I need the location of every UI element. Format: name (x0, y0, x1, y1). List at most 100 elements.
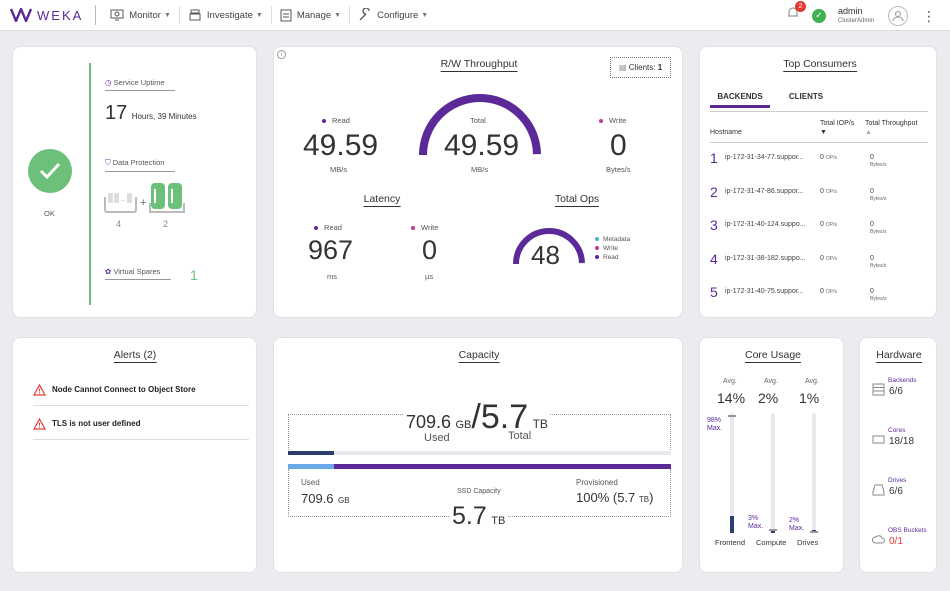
divider (95, 5, 97, 25)
header-divider (710, 142, 928, 143)
weka-logo[interactable]: WEKA (10, 8, 83, 23)
table-row[interactable]: 4 ip-172-31-38-182.suppo... 0 OP/s 0 Bytes/… (710, 251, 886, 269)
col-total-throughput[interactable]: Total Throughput ▲ (865, 120, 918, 136)
capacity-used-bar (288, 451, 671, 455)
ops-gauge (513, 228, 585, 265)
max-value: 2% Max. (789, 516, 805, 532)
clients-icon: ▤ (619, 63, 627, 72)
hardware-obs-label: OBS Buckets (888, 527, 927, 534)
latency-write-label: Write (411, 223, 438, 232)
drive-icon (872, 484, 885, 496)
hardware-obs-buckets[interactable]: OBS Buckets 0/1 (871, 527, 927, 548)
row-throughput: 0 Bytes/s (870, 221, 887, 235)
avg-value: 1% (799, 390, 820, 406)
throughput-read-unit: MB/s (330, 165, 348, 174)
data-drives-count: 4 (116, 219, 122, 229)
table-row[interactable]: 1 ip-172-31-34-77.suppor... 0 OP/s 0 Bytes/… (710, 150, 886, 168)
alerts-title: Alerts (2) (113, 349, 157, 363)
nav-investigate-label: Investigate (206, 9, 253, 21)
nav-investigate[interactable]: Investigate ▼ (180, 0, 271, 31)
clients-label: Clients: (628, 63, 656, 72)
alert-text: Node Cannot Connect to Object Store (52, 385, 196, 394)
sort-icon: ▲ (865, 129, 872, 136)
capacity-ssd-bar (288, 464, 671, 469)
ops-title: Total Ops (554, 193, 600, 207)
chevron-down-icon: ▼ (163, 11, 171, 19)
capacity-slash: / (471, 398, 481, 436)
bell-icon (787, 7, 798, 17)
row-hostname[interactable]: ip-172-31-40-124.suppo... (725, 221, 806, 228)
alert-text: TLS is not user defined (52, 419, 141, 428)
latency-read-unit: ms (327, 272, 337, 281)
hardware-backends[interactable]: Backends 6/6 (872, 377, 917, 398)
core-column-label: Frontend (715, 538, 746, 547)
ssd-capacity-label: SSD Capacity (457, 488, 501, 495)
capacity-used-value: 709.6 (406, 412, 452, 432)
clipboard-icon (280, 9, 292, 22)
col-total-iops[interactable]: Total IOP/s ▼ (820, 120, 855, 136)
table-row[interactable]: 5 ip-172-31-40-75.suppor... 0 OP/s 0 Bytes/… (710, 284, 886, 302)
core-column-label: Drives (797, 538, 819, 547)
top-consumers-card: Top Consumers BACKENDS CLIENTS Hostname … (699, 46, 937, 318)
more-menu-button[interactable]: ⋮ (922, 7, 936, 24)
latency-write-unit: µs (425, 272, 434, 281)
tab-backends[interactable]: BACKENDS (710, 92, 770, 108)
capacity-total-label: Total (508, 430, 532, 442)
capacity-used-label: Used (424, 432, 450, 444)
notifications-button[interactable]: 2 (786, 1, 806, 25)
parity-drives-icon (149, 183, 185, 213)
row-iops: 0 OP/s (820, 154, 837, 161)
nav-configure[interactable]: Configure ▼ (350, 0, 436, 31)
virtual-spares-value: 1 (190, 267, 198, 283)
max-value: 3% Max. (748, 515, 764, 531)
row-rank: 5 (710, 284, 718, 300)
service-uptime-text: Service Uptime (113, 78, 165, 87)
avatar[interactable] (888, 5, 908, 26)
uptime-rest: Hours, 39 Minutes (131, 112, 197, 121)
user-name: admin (837, 5, 863, 16)
table-row[interactable]: 3 ip-172-31-40-124.suppo... 0 OP/s 0 Bytes/… (710, 217, 886, 235)
bottom-used-label: Used (301, 478, 320, 487)
throughput-write-unit: Bytes/s (606, 165, 631, 174)
tab-clients[interactable]: CLIENTS (788, 92, 824, 101)
status-card: OK ◷ Service Uptime 17 Hours, 39 Minutes… (12, 46, 257, 318)
hardware-drives-value: 6/6 (889, 486, 903, 497)
core-usage-card: Core Usage Avg. 14% 98% Max. Frontend Avg. 2% 3… (699, 337, 844, 573)
hardware-backends-label: Backends (888, 377, 917, 384)
ops-legend-write: Write (595, 244, 630, 253)
row-hostname[interactable]: ip-172-31-40-75.suppor... (725, 288, 804, 295)
clients-button[interactable]: ▤ Clients: 1 (610, 57, 672, 78)
alert-item[interactable]: Node Cannot Connect to Object Store (33, 374, 249, 406)
throughput-total-label: Total (470, 116, 486, 125)
core-bar (730, 413, 734, 533)
row-hostname[interactable]: ip-172-31-47-86.suppor... (725, 187, 804, 195)
hardware-cores[interactable]: Cores 18/18 (872, 427, 914, 448)
throughput-write-value: 0 (610, 129, 627, 162)
core-bar-max-marker (810, 530, 818, 533)
row-hostname[interactable]: ip-172-31-34-77.suppor... (725, 154, 804, 161)
data-protection-label: ⛉ Data Protection (105, 158, 175, 172)
nav-monitor[interactable]: Monitor ▼ (102, 0, 179, 31)
row-throughput: 0 Bytes/s (870, 288, 887, 302)
latency-write-value: 0 (422, 235, 438, 265)
alert-item[interactable]: TLS is not user defined (33, 408, 249, 440)
col-hostname[interactable]: Hostname (710, 129, 742, 136)
divider (178, 6, 180, 24)
service-uptime-label: ◷ Service Uptime (105, 78, 175, 91)
plus-sign: + (140, 197, 147, 209)
hardware-drives[interactable]: Drives 6/6 (872, 477, 906, 498)
throughput-gauge-fill (419, 94, 541, 156)
row-hostname[interactable]: ip-172-31-38-182.suppo... (725, 254, 806, 262)
nav-manage[interactable]: Manage ▼ (272, 0, 349, 31)
table-row[interactable]: 2 ip-172-31-47-86.suppor... 0 OP/s 0 Bytes/… (710, 184, 886, 202)
parity-drives-count: 2 (163, 219, 169, 229)
hardware-cores-value: 18/18 (889, 436, 915, 447)
info-icon[interactable]: i (277, 50, 286, 59)
row-iops: 0 OP/s (820, 221, 837, 228)
row-rank: 2 (710, 183, 718, 200)
provisioned-label: Provisioned (576, 478, 618, 487)
hardware-card: Hardware Backends 6/6 Cores 18/18 Drives… (859, 337, 937, 573)
ops-legend-metadata: Metadata (595, 235, 630, 244)
status-state: OK (44, 209, 55, 218)
hardware-obs-value: 0/1 (889, 536, 903, 547)
